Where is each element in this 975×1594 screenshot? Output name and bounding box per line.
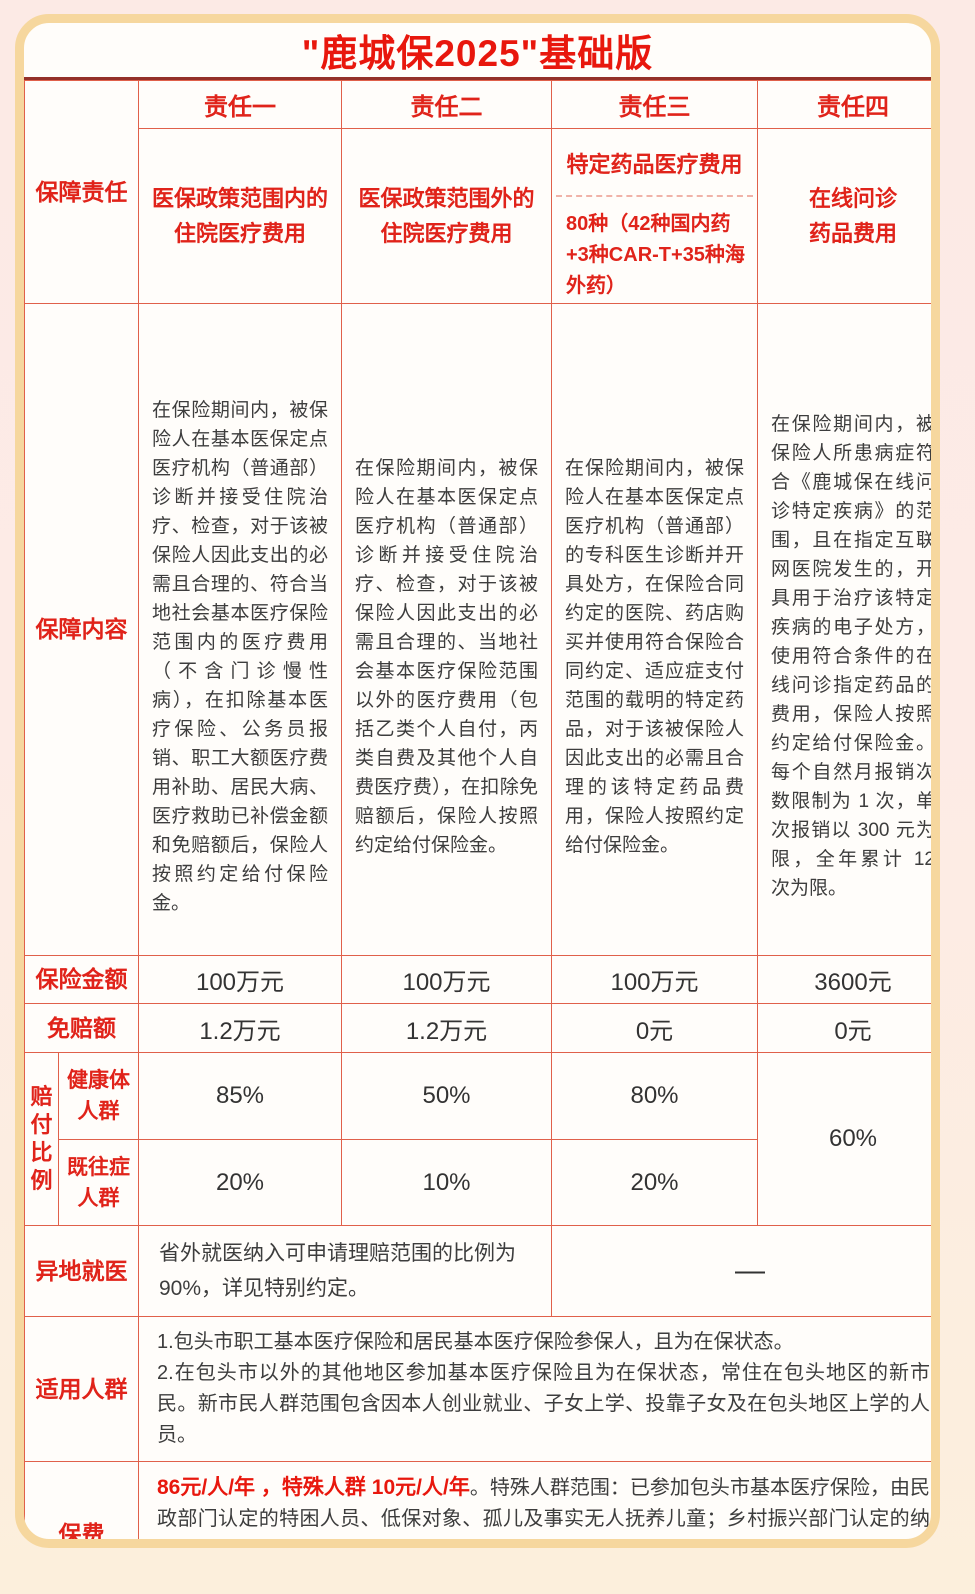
col3-amount: 100万元: [551, 955, 758, 1004]
eligible-people-content: 1.包头市职工基本医疗保险和居民基本医疗保险参保人，且为在保状态。 2.在包头市…: [138, 1316, 931, 1462]
benefits-table: 保障责任 责任一 责任二 责任三 责任四 医保政策范围内的 住院医疗费用 医保政…: [24, 80, 932, 1539]
col1-healthy-ratio: 85%: [138, 1052, 342, 1140]
amount-row: 保险金额 100万元 100万元 100万元 3600元: [24, 955, 931, 1004]
col2-subheader: 医保政策范围外的 住院医疗费用: [341, 128, 552, 304]
insurance-card: "鹿城保2025"基础版 保障责任 责任一 责任二 责任三 责任四 医保政策范围…: [15, 14, 940, 1548]
amount-row-label: 保险金额: [24, 955, 139, 1004]
healthy-group-label: 健康体 人群: [58, 1052, 139, 1140]
eligible-people-label: 适用人群: [24, 1316, 139, 1462]
premium-content: 86元/人/年 ，特殊人群 10元/人/年。特殊人群范围：已参加包头市基本医疗保…: [138, 1461, 931, 1539]
special-drug-note: 80种（42种国内药+3种CAR-T+35种海外药）: [566, 213, 745, 297]
col2-deductible: 1.2万元: [341, 1003, 552, 1053]
col4-deductible: 0元: [757, 1003, 931, 1053]
page-title: "鹿城保2025"基础版: [24, 23, 931, 80]
premium-price-highlight: 86元/人/年 ，特殊人群 10元/人/年: [157, 1476, 470, 1499]
col1-amount: 100万元: [138, 955, 342, 1004]
col3-healthy-ratio: 80%: [551, 1052, 758, 1140]
col1-pre-existing-ratio: 20%: [138, 1139, 342, 1226]
col2-coverage: 在保险期间内，被保险人在基本医保定点医疗机构（普通部）诊断并接受住院治疗、检查，…: [341, 303, 552, 956]
col2-header: 责任二: [341, 80, 552, 129]
payout-ratio-label: 赔 付 比 例: [24, 1052, 59, 1226]
subheader-row: 医保政策范围内的 住院医疗费用 医保政策范围外的 住院医疗费用 特定药品医疗费用…: [25, 128, 931, 304]
eligible-people-row: 适用人群 1.包头市职工基本医疗保险和居民基本医疗保险参保人，且为在保状态。 2…: [24, 1316, 931, 1462]
remote-medical-label: 异地就医: [24, 1225, 139, 1317]
deductible-row: 免赔额 1.2万元 1.2万元 0元 0元: [24, 1003, 931, 1053]
col4-combined-ratio: 60%: [757, 1052, 931, 1226]
coverage-row: 保障内容 在保险期间内，被保险人在基本医保定点医疗机构（普通部）诊断并接受住院治…: [24, 303, 931, 956]
col2-healthy-ratio: 50%: [341, 1052, 552, 1140]
premium-label: 保费: [24, 1461, 139, 1539]
col3-pre-existing-ratio: 20%: [551, 1139, 758, 1226]
col1-subheader: 医保政策范围内的 住院医疗费用: [138, 128, 342, 304]
deductible-row-label: 免赔额: [24, 1003, 139, 1053]
liability-row-label: 保障责任: [24, 80, 139, 304]
pre-existing-group-label: 既往症 人群: [58, 1139, 139, 1226]
header-row: 保障责任 责任一 责任二 责任三 责任四: [24, 80, 931, 304]
healthy-ratio-row: 赔 付 比 例 健康体 人群 85% 50% 80% 60%: [24, 1052, 931, 1226]
eligible-line-2: 2.在包头市以外的其他地区参加基本医疗保险且为在保状态，常住在包头地区的新市民。…: [157, 1362, 930, 1446]
premium-detail: 。特殊人群范围：已参加包头市基本医疗保险，由民政部门认定的特困人员、低保对象、孤…: [157, 1477, 931, 1530]
col4-coverage: 在保险期间内，被保险人所患病症符合《鹿城保在线问诊特定疾病》的范围，且在指定互联…: [757, 303, 931, 956]
col3-coverage: 在保险期间内，被保险人在基本医保定点医疗机构（普通部）的专科医生诊断并开具处方，…: [551, 303, 758, 956]
remote-medical-empty-mark: —: [551, 1225, 931, 1317]
remote-medical-content: 省外就医纳入可申请理赔范围的比例为90%，详见特别约定。: [138, 1225, 552, 1317]
coverage-row-label: 保障内容: [24, 303, 139, 956]
col1-deductible: 1.2万元: [138, 1003, 342, 1053]
col3-subheader: 特定药品医疗费用 80种（42种国内药+3种CAR-T+35种海外药）: [551, 128, 758, 304]
col4-header: 责任四: [757, 80, 931, 129]
premium-row: 保费 86元/人/年 ，特殊人群 10元/人/年。特殊人群范围：已参加包头市基本…: [24, 1461, 931, 1539]
col4-amount: 3600元: [757, 955, 931, 1004]
col3-header: 责任三: [551, 80, 758, 129]
col2-pre-existing-ratio: 10%: [341, 1139, 552, 1226]
pre-existing-ratio-row: 既往症 人群 20% 10% 20%: [25, 1139, 932, 1226]
col1-coverage: 在保险期间内，被保险人在基本医保定点医疗机构（普通部）诊断并接受住院治疗、检查，…: [138, 303, 342, 956]
eligible-line-1: 1.包头市职工基本医疗保险和居民基本医疗保险参保人，且为在保状态。: [157, 1331, 794, 1353]
special-drug-title: 特定药品医疗费用: [556, 130, 753, 197]
col3-deductible: 0元: [551, 1003, 758, 1053]
col4-subheader: 在线问诊 药品费用: [757, 128, 931, 304]
col2-amount: 100万元: [341, 955, 552, 1004]
remote-medical-row: 异地就医 省外就医纳入可申请理赔范围的比例为90%，详见特别约定。 —: [24, 1225, 931, 1317]
col1-header: 责任一: [138, 80, 342, 129]
